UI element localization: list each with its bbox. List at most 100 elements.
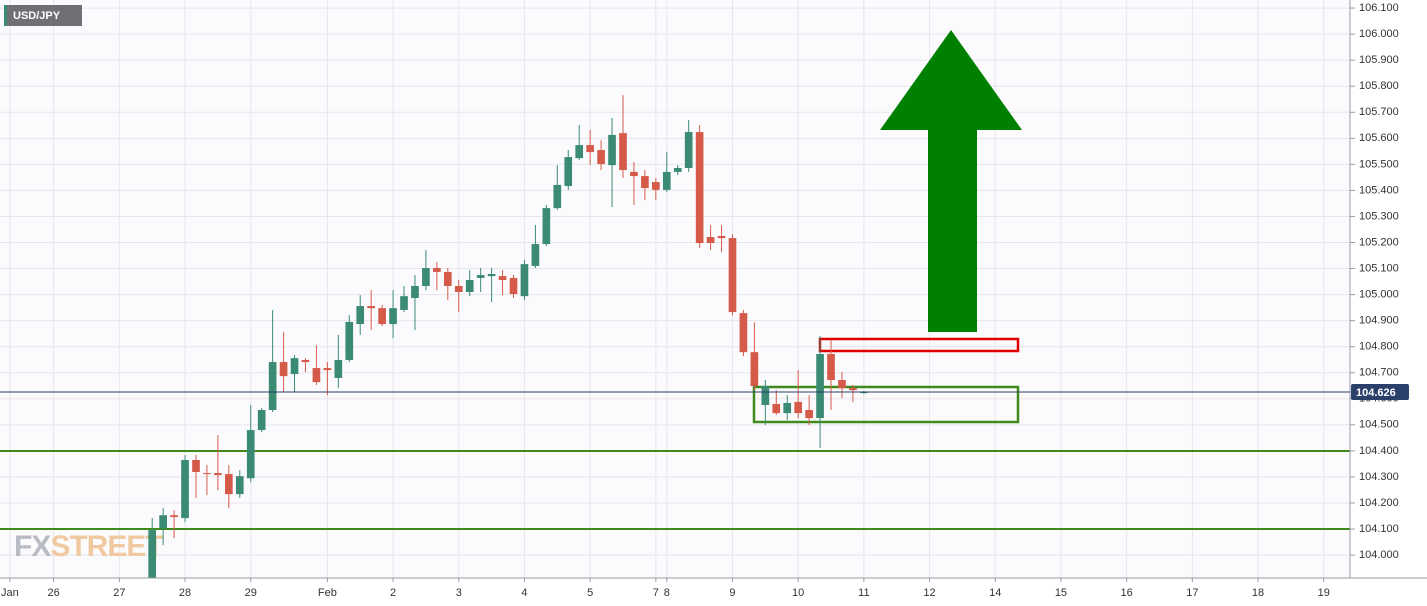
candle-body — [597, 150, 605, 165]
candle-body — [411, 286, 419, 298]
candle-body — [739, 313, 748, 353]
candle-body — [487, 274, 496, 277]
x-tick-label: 26 — [48, 587, 60, 599]
candle-body — [652, 182, 660, 190]
x-tick-label: 11 — [858, 587, 869, 599]
candle-body — [465, 280, 474, 292]
candle-body — [542, 208, 551, 245]
x-tick-label: 3 — [456, 587, 462, 599]
candle-body — [422, 268, 430, 287]
y-tick-label: 104.800 — [1359, 341, 1399, 353]
x-tick-label: 17 — [1186, 587, 1198, 599]
x-tick-label: 29 — [245, 587, 257, 599]
x-tick-label: Jan — [1, 587, 19, 599]
title-accent — [4, 5, 7, 26]
y-tick-label: 104.100 — [1359, 523, 1399, 535]
candle-body — [192, 460, 200, 472]
candle-body — [717, 235, 726, 239]
x-tick-label: 5 — [587, 587, 593, 599]
candle-body — [630, 171, 638, 177]
candle-body — [794, 401, 803, 414]
x-tick-label: 7 — [653, 587, 659, 599]
y-tick-label: 105.300 — [1359, 210, 1399, 222]
candle-body — [706, 237, 715, 244]
candle-body — [214, 473, 222, 476]
y-tick-label: 104.500 — [1359, 419, 1399, 431]
candle-body — [553, 184, 562, 209]
candle-body — [531, 244, 540, 266]
candle-body — [345, 321, 354, 360]
x-tick-label: 18 — [1252, 587, 1264, 599]
candle-body — [268, 362, 277, 410]
x-tick-label: 27 — [113, 587, 125, 599]
y-tick-label: 104.700 — [1359, 367, 1399, 379]
y-tick-label: 105.000 — [1359, 289, 1399, 301]
candle-body — [827, 353, 835, 381]
candle-body — [520, 264, 529, 297]
candle-body — [586, 145, 594, 153]
candle-body — [433, 268, 441, 272]
candle-body — [761, 386, 770, 406]
candle-body — [367, 306, 375, 309]
up-arrow — [880, 30, 1022, 332]
candle-body — [783, 402, 792, 414]
candle-body — [181, 460, 189, 519]
y-tick-label: 105.800 — [1359, 80, 1399, 92]
candle-body — [772, 404, 781, 414]
candle-body — [684, 132, 693, 169]
candle-body — [312, 368, 321, 383]
y-tick-label: 105.900 — [1359, 54, 1399, 66]
candle-body — [860, 392, 868, 394]
x-tick-label: Feb — [318, 587, 337, 599]
grid — [0, 0, 1350, 578]
candle-body — [849, 388, 857, 391]
candle-body — [498, 276, 507, 281]
candle-body — [148, 530, 157, 578]
candle-body — [235, 476, 244, 495]
chart-title: USD/JPY — [13, 10, 61, 22]
candle-body — [575, 145, 584, 159]
y-tick-label: 105.100 — [1359, 262, 1399, 274]
candle-body — [509, 277, 518, 295]
y-tick-label: 105.600 — [1359, 132, 1399, 144]
candle-body — [378, 308, 386, 325]
watermark: FXSTREET — [14, 530, 163, 563]
support-box — [752, 385, 1020, 424]
candle-body — [673, 168, 682, 172]
candle-body — [225, 474, 233, 495]
candle-body — [323, 368, 332, 371]
candle-body — [170, 515, 178, 518]
candle-body — [203, 473, 211, 475]
y-tick-label: 105.400 — [1359, 184, 1399, 196]
x-tick-label: 15 — [1055, 587, 1067, 599]
candle-body — [608, 134, 616, 166]
candle-body — [159, 515, 167, 529]
candle-body — [805, 409, 813, 419]
candle-body — [334, 359, 343, 378]
candles — [148, 95, 868, 578]
candle-body — [389, 308, 397, 325]
candle-body — [641, 176, 649, 189]
y-tick-label: 104.900 — [1359, 315, 1399, 327]
title-box — [4, 5, 82, 26]
x-tick-label: 14 — [989, 587, 1001, 599]
y-tick-label: 105.700 — [1359, 106, 1399, 118]
x-tick-label: 9 — [729, 587, 735, 599]
candle-body — [728, 238, 737, 313]
last-price-box — [1351, 384, 1409, 401]
last-price-label: 104.626 — [1356, 387, 1396, 399]
candle-body — [564, 157, 573, 186]
x-tick-label: 28 — [179, 587, 191, 599]
x-tick-label: 10 — [792, 587, 804, 599]
y-tick-label: 106.100 — [1359, 2, 1399, 14]
candle-body — [301, 359, 310, 363]
candle-body — [476, 275, 485, 278]
y-tick-label: 105.200 — [1359, 236, 1399, 248]
candle-body — [662, 171, 671, 190]
y-tick-label: 104.000 — [1359, 549, 1399, 561]
candle-body — [279, 362, 288, 377]
x-tick-label: 19 — [1318, 587, 1330, 599]
candle-body — [695, 132, 704, 244]
candle-body — [257, 409, 266, 431]
y-tick-label: 104.300 — [1359, 471, 1399, 483]
